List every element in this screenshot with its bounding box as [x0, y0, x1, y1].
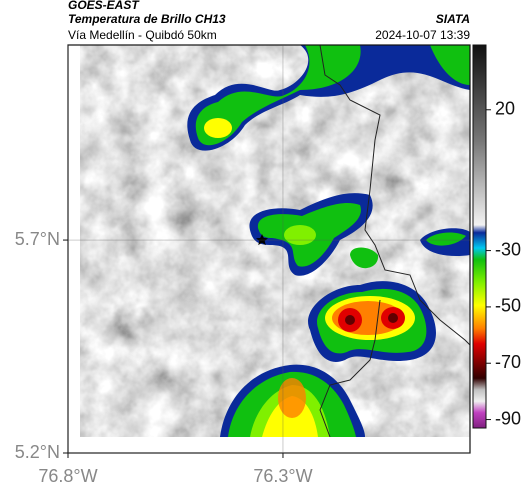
x-tick-label: 76.8°W — [38, 466, 97, 486]
colorbar-tick-label: -50 — [495, 296, 521, 316]
satellite-image — [80, 45, 470, 437]
y-tick-label: 5.2°N — [15, 442, 60, 462]
timestamp: 2024-10-07 13:39 — [375, 28, 470, 42]
colorbar-tick-label: -30 — [495, 239, 521, 259]
y-tick-label: 5.7°N — [15, 229, 60, 249]
source: SIATA — [436, 12, 470, 26]
x-tick-label: 76.3°W — [253, 466, 312, 486]
route: Vía Medellín - Quibdó 50km — [68, 28, 217, 42]
location-marker — [256, 234, 268, 246]
colorbar — [472, 44, 487, 429]
title: GOES-EAST — [68, 0, 140, 12]
colorbar-tick-label: -70 — [495, 352, 521, 372]
colorbar-tick-label: 20 — [495, 99, 515, 119]
colorbar-tick-label: -90 — [495, 408, 521, 428]
cloud-cells — [187, 45, 470, 437]
subtitle: Temperatura de Brillo CH13 — [68, 12, 226, 26]
boundary-lines — [319, 45, 470, 437]
